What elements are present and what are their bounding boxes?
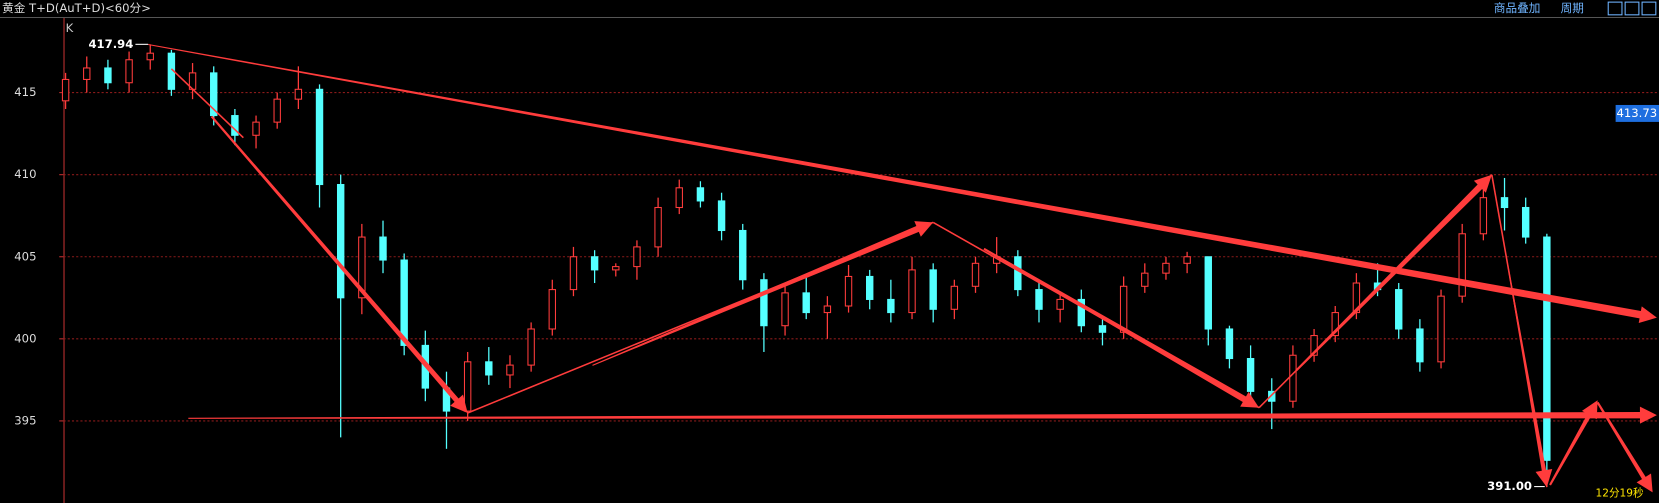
candle-body: [1162, 262, 1170, 274]
y-tick-label: 400: [14, 331, 36, 345]
candle-body: [315, 88, 324, 186]
overlay-button[interactable]: 商品叠加: [1494, 1, 1540, 15]
candle-body: [675, 187, 683, 209]
candle-body: [485, 361, 493, 376]
candle-body: [506, 364, 514, 376]
candle-body: [1225, 328, 1234, 360]
candle-body: [1268, 390, 1276, 402]
high-label: 417.94: [88, 37, 133, 51]
candle-body: [1416, 328, 1424, 363]
trend-arrow: [1295, 174, 1492, 372]
header-bar: [0, 0, 1659, 17]
candle-body: [1289, 354, 1297, 402]
candle-body: [1056, 298, 1064, 310]
trend-arrow: [983, 247, 1260, 408]
candle-body: [1479, 197, 1488, 235]
candle-body: [1331, 312, 1339, 337]
chart-title: 黄金 T+D(AuT+D)<60分>: [2, 1, 151, 15]
candle-body: [654, 206, 662, 248]
candle-body: [1077, 298, 1086, 327]
candle-body: [950, 285, 959, 310]
candle-body: [463, 361, 472, 412]
low-label: 391.00: [1487, 479, 1532, 493]
candle-body: [866, 275, 874, 300]
candle-body: [273, 98, 281, 123]
candle-body: [717, 200, 726, 232]
y-tick-label: 410: [14, 167, 36, 181]
candle-body: [400, 259, 408, 346]
candle-body: [146, 52, 154, 61]
candle-body: [61, 78, 70, 102]
candle-body: [1521, 206, 1530, 238]
candle-body: [569, 256, 578, 291]
candle-body: [548, 289, 556, 330]
candle-body: [612, 266, 620, 271]
trend-arrow: [1549, 400, 1598, 486]
last-price-box: [1615, 104, 1659, 122]
trend-arrow: [1507, 264, 1553, 488]
trend-arrow: [592, 221, 934, 366]
candle-body: [887, 298, 895, 314]
candle-body: [971, 262, 980, 287]
candle-body: [379, 236, 387, 261]
candle-body: [590, 256, 599, 271]
candle-body: [1437, 295, 1445, 363]
nav-left[interactable]: [1607, 1, 1623, 16]
candle-body: [210, 72, 218, 117]
candle-body: [802, 292, 810, 314]
candle-body: [1246, 358, 1255, 392]
candle-body: [294, 88, 303, 100]
candle-body: [633, 246, 641, 268]
y-tick-label: 415: [14, 85, 36, 99]
period-button[interactable]: 周期: [1561, 1, 1584, 15]
candle-body: [1014, 256, 1022, 291]
countdown: 12分19秒: [1596, 486, 1644, 499]
nav-right[interactable]: [1624, 1, 1640, 16]
candle-body: [1119, 285, 1128, 333]
y-tick-label: 395: [14, 413, 36, 427]
candle-body: [252, 121, 260, 136]
candle-body: [781, 292, 789, 327]
last-price-label: 413.73: [1616, 106, 1657, 120]
candle-body: [929, 269, 937, 310]
candle-body: [1543, 236, 1551, 461]
nav-max[interactable]: [1641, 1, 1657, 16]
candle-body: [696, 187, 705, 202]
candle-body: [1204, 256, 1212, 330]
candle-body: [823, 305, 832, 314]
candle-body: [231, 115, 239, 136]
candle-body: [844, 275, 853, 307]
trend-arrow: [148, 43, 1657, 324]
y-tick-label: 405: [14, 249, 36, 263]
candle-body: [83, 67, 91, 80]
candle-body: [908, 269, 916, 314]
candle-body: [1395, 289, 1403, 330]
candle-body: [1458, 233, 1466, 297]
candle-body: [527, 328, 535, 366]
trend-arrow: [1596, 401, 1653, 493]
candle-body: [336, 183, 345, 299]
trend-arrow: [210, 115, 468, 413]
candle-body: [1098, 325, 1107, 333]
indicator-label: K: [66, 21, 74, 35]
candle-body: [1500, 197, 1509, 209]
trend-line: [170, 68, 244, 139]
candle-body: [104, 67, 112, 84]
labels: 395 400 405 410 415 417.94 391.00 413.73 12分19秒: [14, 37, 1659, 499]
candle-body: [358, 236, 366, 299]
candle-body: [1035, 289, 1043, 310]
candle-body: [1183, 256, 1191, 264]
candle-body: [739, 229, 747, 281]
trend-arrow: [188, 406, 1657, 424]
candle-body: [760, 279, 768, 327]
trend-lines: [148, 43, 1657, 493]
candle-body: [125, 59, 133, 84]
candle-body: [1141, 272, 1149, 287]
candle-body: [1310, 335, 1318, 356]
